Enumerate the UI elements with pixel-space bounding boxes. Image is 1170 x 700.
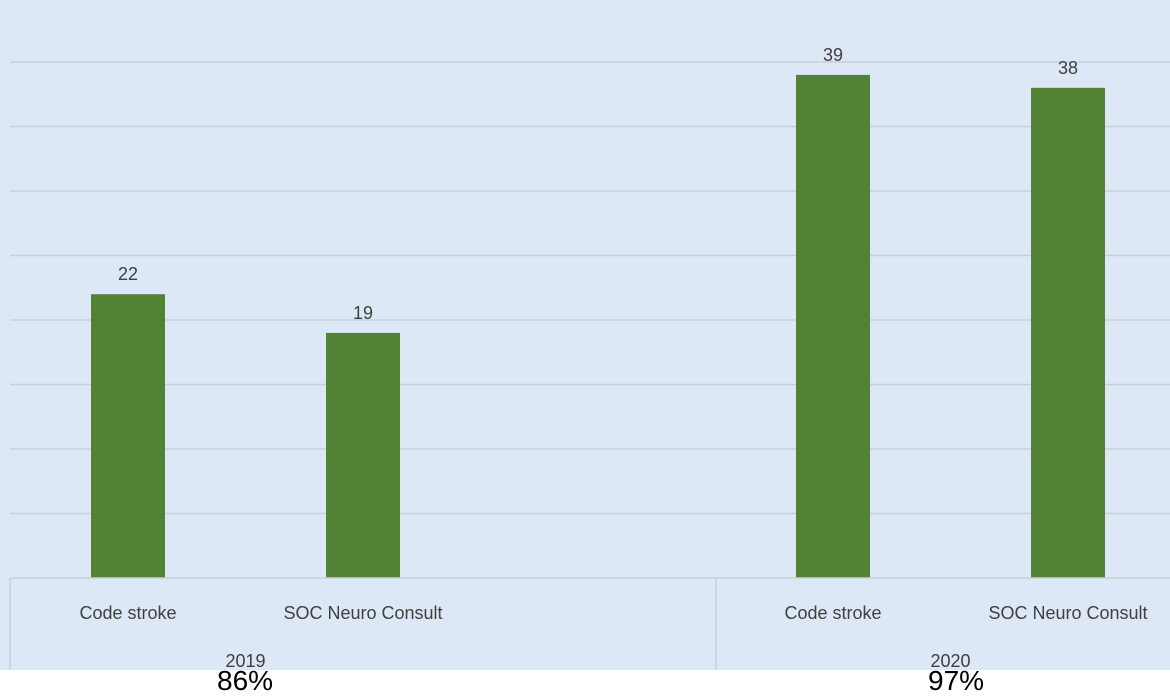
group-label: 2019 <box>225 651 265 671</box>
gridlines <box>10 61 1170 515</box>
bar <box>91 294 165 578</box>
bar <box>326 332 400 578</box>
bar <box>796 74 870 579</box>
category-label: SOC Neuro Consult <box>988 603 1147 623</box>
plot-background <box>0 0 1170 670</box>
category-label: Code stroke <box>79 603 176 623</box>
data-label: 19 <box>353 303 373 323</box>
category-axis: Code stroke SOC Neuro Consult 2019 Code str… <box>9 577 1170 671</box>
data-label: 38 <box>1058 58 1078 78</box>
data-label: 22 <box>118 264 138 284</box>
summary-percent-2020: 97% <box>928 665 985 696</box>
summary-percent-2019: 86% <box>217 665 274 696</box>
data-label: 39 <box>823 45 843 65</box>
group-label: 2020 <box>930 651 970 671</box>
category-label: Code stroke <box>784 603 881 623</box>
category-label: SOC Neuro Consult <box>283 603 442 623</box>
bar <box>1031 87 1105 579</box>
bars <box>91 74 1105 579</box>
data-labels: 22 19 39 38 <box>118 45 1078 323</box>
